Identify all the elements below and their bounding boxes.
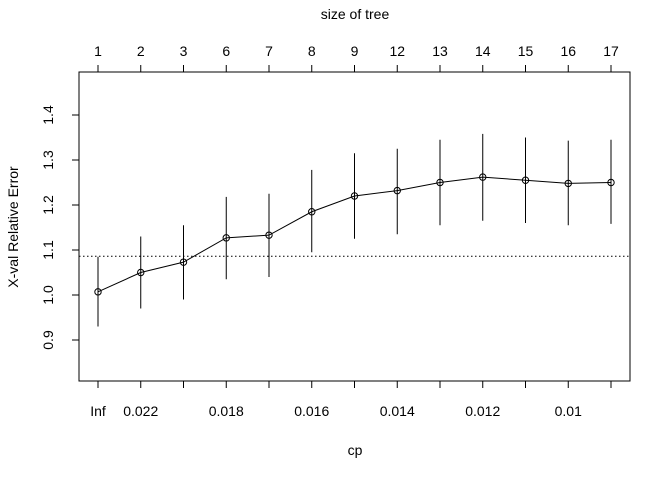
series-line [97,176,612,293]
top-axis-tick-label: 2 [137,43,145,59]
data-point [222,234,230,242]
data-point [564,179,572,188]
x-axis-tick-label: 0.018 [209,403,244,419]
top-axis-title: size of tree [321,6,390,22]
top-axis-tick-label: 7 [265,43,273,59]
data-point [94,288,102,296]
data-point [393,186,401,195]
y-axis-title: X-val Relative Error [5,166,21,288]
data-point [436,178,444,187]
x-axis-tick-label: 0.022 [123,403,158,419]
top-axis-tick-label: 12 [389,43,405,59]
top-axis-tick-label: 3 [180,43,188,59]
top-axis-tick-label: 17 [603,43,619,59]
data-point [137,268,145,277]
x-axis-tick-label: 0.01 [555,403,582,419]
y-axis-tick-label: 0.9 [40,330,56,350]
top-axis-tick-label: 14 [475,43,491,59]
data-point [179,258,188,266]
y-axis-tick-label: 1.2 [40,195,56,215]
top-axis-tick-label: 6 [222,43,230,59]
data-point [308,208,316,216]
top-axis-tick-label: 15 [518,43,534,59]
data-point [479,173,487,181]
data-point [521,176,530,184]
x-axis-tick-label: 0.014 [380,403,415,419]
data-point [265,231,273,239]
y-axis-tick-label: 1.0 [40,285,56,305]
top-axis-tick-label: 16 [560,43,576,59]
y-axis-tick-label: 1.4 [40,105,56,125]
y-axis-tick-label: 1.3 [40,150,56,170]
data-point [607,178,615,187]
top-axis-tick-label: 9 [351,43,359,59]
data-point [350,192,359,200]
x-axis-tick-label: Inf [90,403,106,419]
x-axis-tick-label: 0.012 [465,403,500,419]
y-axis-tick-label: 1.1 [40,240,56,260]
top-axis-tick-label: 8 [308,43,316,59]
top-axis-tick-label: 1 [94,43,102,59]
x-axis-tick-label: 0.016 [294,403,329,419]
top-axis-tick-label: 13 [432,43,448,59]
x-axis-title: cp [348,442,363,458]
